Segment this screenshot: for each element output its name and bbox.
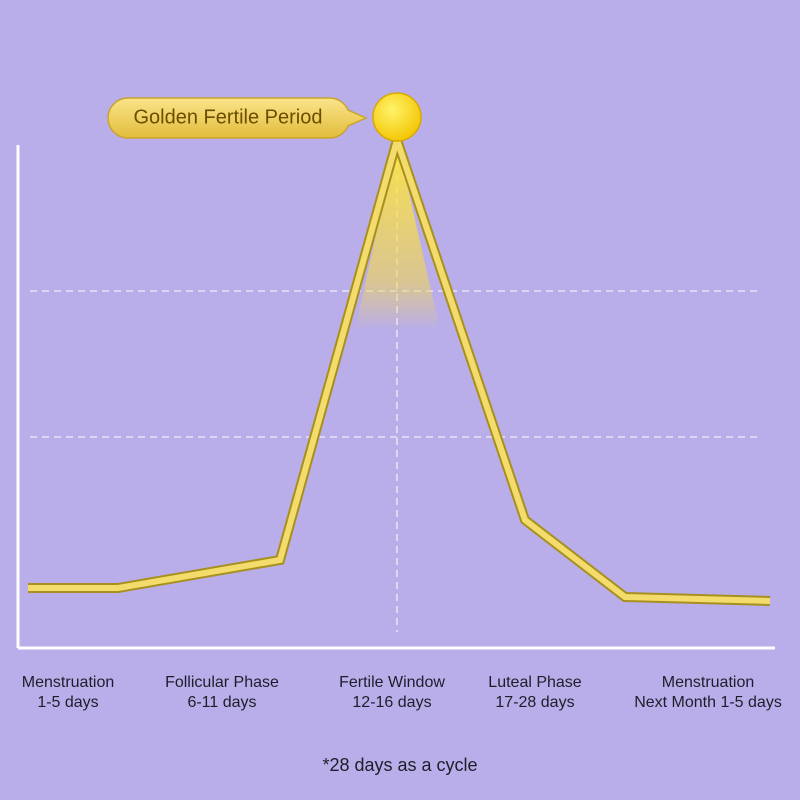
phase-name: Menstruation bbox=[662, 674, 755, 691]
phase-days: 1-5 days bbox=[37, 694, 98, 711]
callout-bubble bbox=[107, 97, 368, 139]
phase-labels: Menstruation 1-5 days Follicular Phase 6… bbox=[22, 674, 782, 711]
phase-name: Menstruation bbox=[22, 674, 115, 691]
callout-text: Golden Fertile Period bbox=[134, 106, 323, 128]
phase-name: Follicular Phase bbox=[165, 674, 279, 691]
phase-days: 12-16 days bbox=[352, 694, 431, 711]
footnote: *28 days as a cycle bbox=[322, 755, 477, 775]
phase-days: Next Month 1-5 days bbox=[634, 694, 782, 711]
axes bbox=[16, 145, 775, 650]
phase-name: Fertile Window bbox=[339, 674, 445, 691]
callout: Golden Fertile Period bbox=[107, 97, 368, 139]
peak-glow bbox=[355, 140, 440, 330]
peak-marker bbox=[372, 92, 422, 142]
phase-days: 17-28 days bbox=[495, 694, 574, 711]
phase-days: 6-11 days bbox=[187, 694, 256, 711]
phase-name: Luteal Phase bbox=[488, 674, 582, 691]
